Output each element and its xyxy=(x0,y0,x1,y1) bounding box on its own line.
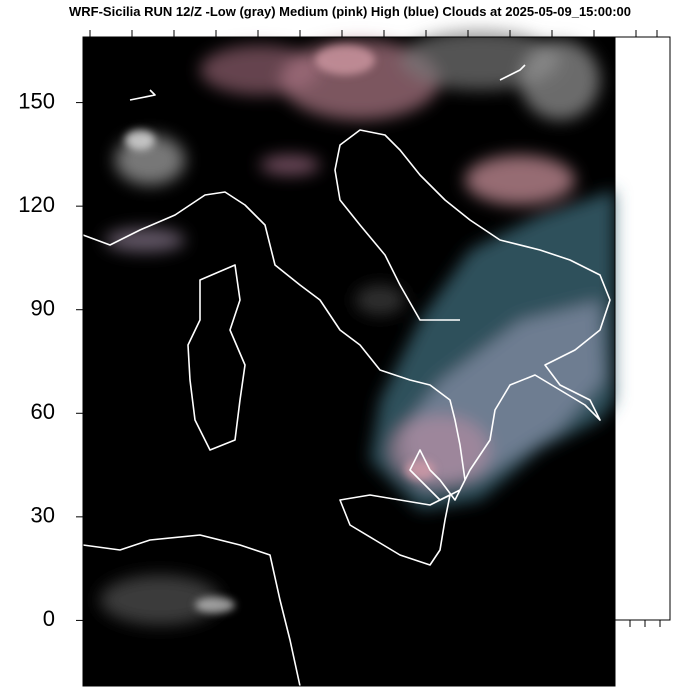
y-tick-label: 90 xyxy=(31,296,55,321)
chart-title: WRF-Sicilia RUN 12/Z -Low (gray) Medium … xyxy=(69,4,631,19)
cloud-detail xyxy=(125,45,435,613)
plot-frame xyxy=(82,36,616,687)
clouds xyxy=(100,30,615,625)
coastline xyxy=(82,64,611,687)
y-tick-label: 150 xyxy=(18,88,55,113)
y-tick-label: 120 xyxy=(18,192,55,217)
top-ticks xyxy=(89,30,661,627)
map xyxy=(82,30,615,687)
y-tick-label: 60 xyxy=(31,399,55,424)
y-tick-label: 30 xyxy=(31,503,55,528)
side-panel xyxy=(614,36,671,621)
y-tick-label: 0 xyxy=(43,606,55,631)
